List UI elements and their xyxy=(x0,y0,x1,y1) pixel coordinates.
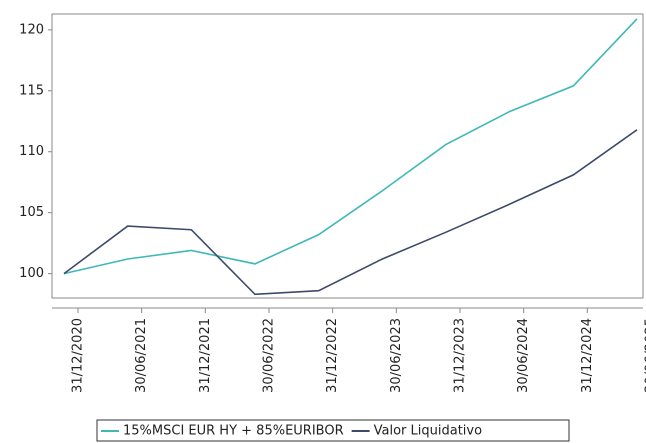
legend-label: Valor Liquidativo xyxy=(374,424,482,439)
y-tick-label: 100 xyxy=(19,266,44,281)
x-tick-label: 31/12/2022 xyxy=(325,318,340,393)
x-tick-label: 30/06/2021 xyxy=(134,318,149,393)
y-tick-label: 110 xyxy=(19,144,44,159)
plot-frame xyxy=(51,13,644,299)
x-tick-label: 31/12/2021 xyxy=(198,318,213,393)
y-tick-label: 115 xyxy=(19,83,44,98)
x-tick-label: 31/12/2023 xyxy=(453,318,468,393)
y-tick-label: 105 xyxy=(19,205,44,220)
x-tick-label: 30/06/2025 xyxy=(644,318,646,393)
x-tick-label: 31/12/2020 xyxy=(71,318,86,393)
x-tick-label: 30/06/2022 xyxy=(262,318,277,393)
series-line xyxy=(63,129,638,296)
legend-label: 15%MSCI EUR HY + 85%EURIBOR xyxy=(123,424,344,439)
series-line xyxy=(63,18,638,275)
legend-box xyxy=(96,419,570,442)
x-tick-label: 30/06/2023 xyxy=(389,318,404,393)
y-tick-label: 120 xyxy=(19,22,44,37)
x-tick-label: 31/12/2024 xyxy=(580,318,595,393)
x-tick-label: 30/06/2024 xyxy=(516,318,531,393)
